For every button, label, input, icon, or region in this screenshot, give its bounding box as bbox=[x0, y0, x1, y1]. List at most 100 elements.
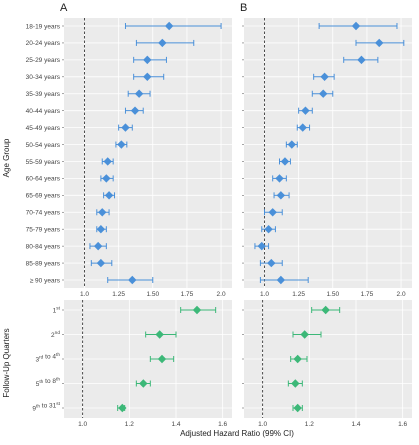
point-estimate-diamond bbox=[267, 258, 276, 268]
x-axis-title: Adjusted Hazard Ratio (99% CI) bbox=[180, 429, 294, 438]
x-tick-label: 1.25 bbox=[112, 291, 125, 298]
point-estimate-diamond bbox=[98, 208, 107, 217]
y-axis-title-age-group: Age Group bbox=[2, 138, 11, 177]
point-estimate-diamond bbox=[134, 89, 144, 98]
ordinal-text: to 8 bbox=[43, 378, 56, 385]
point-estimate-diamond bbox=[298, 123, 307, 132]
y-tick-label: 2nd bbox=[51, 330, 60, 339]
point-estimate-diamond bbox=[143, 72, 152, 81]
point-estimate-diamond bbox=[264, 225, 273, 234]
ordinal-suffix: th bbox=[39, 379, 43, 385]
point-estimate-diamond bbox=[301, 106, 310, 115]
ordinal-suffix: rd bbox=[39, 355, 44, 361]
point-estimate-diamond bbox=[104, 191, 114, 200]
point-estimate-diamond bbox=[280, 157, 290, 166]
x-tick-label: 1.0 bbox=[260, 291, 269, 298]
point-estimate-diamond bbox=[158, 38, 167, 48]
point-estimate-diamond bbox=[321, 305, 330, 315]
panel-letter-b: B bbox=[240, 2, 247, 14]
point-estimate-diamond bbox=[121, 123, 130, 132]
y-tick-label: 25-29 years bbox=[26, 57, 61, 64]
x-tick-label: 2.0 bbox=[217, 291, 226, 298]
x-tick-label: 1.2 bbox=[125, 421, 134, 428]
point-estimate-diamond bbox=[103, 157, 112, 166]
point-estimate-diamond bbox=[319, 89, 328, 98]
panel-background bbox=[244, 18, 412, 288]
point-estimate-diamond bbox=[276, 275, 286, 285]
x-tick-label: 2.0 bbox=[397, 291, 406, 298]
y-axis-title-follow-up: Follow-Up Quarters bbox=[2, 328, 11, 397]
point-estimate-diamond bbox=[128, 275, 137, 285]
point-estimate-diamond bbox=[143, 55, 152, 65]
point-estimate-diamond bbox=[157, 354, 167, 364]
x-tick-label: 1.4 bbox=[171, 421, 180, 428]
ordinal-text: 2 bbox=[51, 332, 55, 339]
y-tick-label: 30-34 years bbox=[26, 74, 61, 81]
x-tick-label: 1.75 bbox=[181, 291, 194, 298]
ordinal-text: 3 bbox=[35, 356, 39, 363]
y-tick-label: 80-84 years bbox=[26, 243, 61, 250]
y-tick-label: 65-69 years bbox=[26, 193, 61, 200]
ordinal-suffix: th bbox=[56, 352, 60, 358]
point-estimate-diamond bbox=[257, 241, 266, 251]
point-estimate-diamond bbox=[268, 208, 277, 217]
point-estimate-diamond bbox=[93, 241, 103, 251]
x-tick-label: 1.0 bbox=[78, 421, 87, 428]
ordinal-text: 9 bbox=[32, 405, 36, 412]
point-estimate-diamond bbox=[96, 258, 106, 268]
point-estimate-diamond bbox=[118, 403, 127, 413]
point-estimate-diamond bbox=[275, 174, 284, 183]
y-tick-label: 18-19 years bbox=[26, 23, 61, 30]
x-tick-label: 1.25 bbox=[292, 291, 305, 298]
ordinal-suffix: st bbox=[56, 401, 60, 407]
y-tick-label: 70-74 years bbox=[26, 210, 61, 217]
y-tick-label: 50-54 years bbox=[26, 142, 61, 149]
ordinal-text: 5 bbox=[36, 381, 40, 388]
point-estimate-diamond bbox=[300, 330, 309, 339]
ordinal-suffix: th bbox=[56, 377, 60, 383]
ordinal-text: to 4 bbox=[43, 354, 56, 361]
y-tick-label: 5th to 8th bbox=[36, 377, 61, 388]
y-tick-label: 85-89 years bbox=[26, 260, 61, 267]
y-tick-label: 35-39 years bbox=[26, 91, 61, 98]
y-tick-label: 40-44 years bbox=[26, 108, 61, 115]
ordinal-suffix: st bbox=[56, 306, 60, 312]
point-estimate-diamond bbox=[164, 21, 174, 31]
x-tick-label: 1.6 bbox=[218, 421, 227, 428]
panel-b-age: 1.0 1.25 1.50 1.75 2.0 bbox=[242, 18, 412, 298]
point-estimate-diamond bbox=[139, 379, 148, 388]
point-estimate-diamond bbox=[287, 140, 297, 149]
y-tick-label: 75-79 years bbox=[26, 227, 61, 234]
point-estimate-diamond bbox=[375, 38, 384, 48]
point-estimate-diamond bbox=[357, 55, 366, 65]
point-estimate-diamond bbox=[102, 174, 111, 183]
x-tick-label: 1.4 bbox=[351, 421, 360, 428]
point-estimate-diamond bbox=[291, 379, 300, 388]
y-tick-label: 60-64 years bbox=[26, 176, 61, 183]
y-tick-label: 3rd to 4th bbox=[35, 352, 60, 363]
point-estimate-diamond bbox=[293, 354, 302, 364]
x-tick-label: 1.75 bbox=[361, 291, 374, 298]
x-tick-label: 1.50 bbox=[326, 291, 339, 298]
point-estimate-diamond bbox=[130, 106, 140, 115]
x-tick-label: 1.2 bbox=[305, 421, 314, 428]
y-tick-label: 1st bbox=[53, 306, 61, 315]
ordinal-suffix: th bbox=[36, 404, 40, 410]
ordinal-suffix: nd bbox=[55, 330, 61, 336]
panel-a-age: 1.0 1.25 1.50 1.75 2.0 18-19 years 20-24 years… bbox=[26, 18, 232, 298]
y-tick-label: 45-49 years bbox=[26, 125, 61, 132]
x-tick-label: 1.50 bbox=[146, 291, 159, 298]
panel-letter-a: A bbox=[60, 2, 68, 14]
point-estimate-diamond bbox=[155, 330, 164, 339]
point-estimate-diamond bbox=[117, 140, 126, 149]
x-tick-label: 1.0 bbox=[258, 421, 267, 428]
point-estimate-diamond bbox=[293, 403, 302, 413]
y-tick-label: 9th to 31st bbox=[32, 401, 60, 412]
x-tick-label: 1.0 bbox=[80, 291, 89, 298]
point-estimate-diamond bbox=[351, 21, 361, 31]
point-estimate-diamond bbox=[96, 225, 106, 234]
point-estimate-diamond bbox=[276, 191, 286, 200]
point-estimate-diamond bbox=[320, 72, 329, 81]
